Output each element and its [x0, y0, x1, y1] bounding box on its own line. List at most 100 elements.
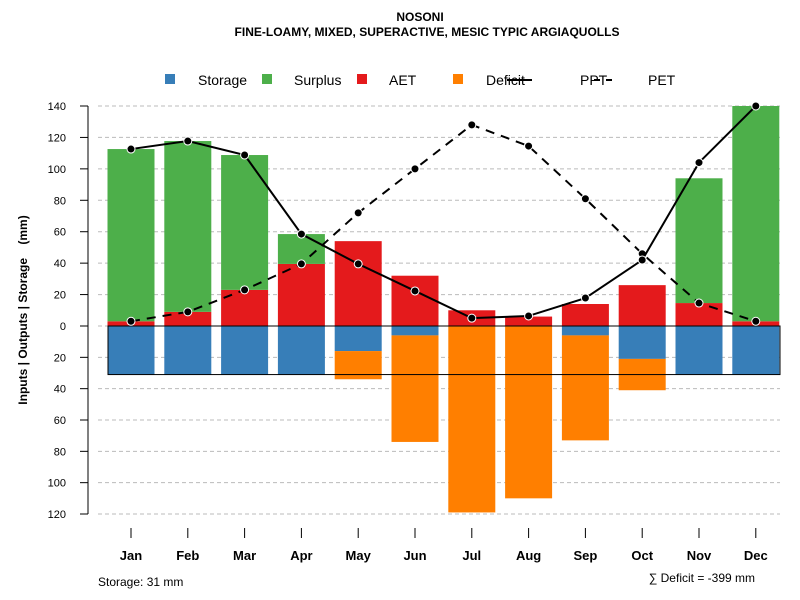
x-tick-label: Apr: [290, 548, 312, 563]
pet-point: [694, 298, 704, 308]
chart-title: NOSONI: [396, 10, 443, 24]
x-tick-label: Mar: [233, 548, 256, 563]
legend-label-ppt: PPT: [580, 72, 608, 88]
storage-bar: [164, 326, 212, 375]
pet-point: [751, 316, 761, 326]
storage-bar: [277, 326, 325, 375]
x-tick-label: Aug: [516, 548, 541, 563]
legend-label-deficit: Deficit: [486, 72, 525, 88]
storage-bar: [618, 326, 666, 359]
aet-bar: [164, 311, 212, 326]
storage-bar: [107, 326, 155, 375]
y-tick-label: 40: [54, 258, 66, 270]
ppt-point: [183, 136, 193, 146]
ppt-point: [296, 229, 306, 239]
y-tick-label: 20: [54, 352, 66, 364]
pet-point: [580, 194, 590, 204]
x-tick-label: Dec: [744, 548, 768, 563]
chart-subtitle: FINE-LOAMY, MIXED, SUPERACTIVE, MESIC TY…: [235, 25, 620, 39]
axes: 0 20 40 60 80 100 120 140 20 40 60 80 100 120 Jan Feb Ma…: [48, 101, 768, 563]
pet-line: [130, 123, 757, 323]
y-tick-label: 120: [48, 132, 66, 144]
aet-bar: [561, 304, 609, 326]
deficit-bar: [505, 326, 553, 499]
surplus-bar: [107, 149, 155, 322]
surplus-bar: [675, 178, 723, 304]
surplus-bar: [732, 106, 780, 322]
y-tick-label: 60: [54, 227, 66, 239]
ppt-point: [694, 158, 704, 168]
deficit-bar: [448, 326, 496, 513]
storage-capacity-box: [107, 325, 781, 376]
legend: Storage Surplus AET Deficit PPT PET: [165, 72, 676, 88]
aet-bar: [505, 316, 553, 326]
x-tick-label: May: [346, 548, 372, 563]
storage-bar: [221, 326, 269, 375]
aet-bar: [675, 303, 723, 326]
surplus-bar: [221, 155, 269, 290]
ppt-line: [130, 105, 757, 320]
pet-point: [524, 141, 534, 151]
pet-point: [183, 307, 193, 317]
surplus-bar: [164, 141, 212, 312]
legend-label-aet: AET: [389, 72, 417, 88]
y-tick-label: 40: [54, 384, 66, 396]
ppt-point: [410, 286, 420, 296]
storage-bar: [334, 326, 382, 352]
x-tick-label: Jul: [462, 548, 481, 563]
ppt-point: [353, 259, 363, 269]
pet-point: [410, 164, 420, 174]
storage-bar: [732, 326, 780, 375]
legend-swatch-aet: [357, 74, 367, 84]
pet-point: [240, 285, 250, 295]
ppt-point: [240, 150, 250, 160]
ppt-point: [751, 101, 761, 111]
ppt-point: [580, 293, 590, 303]
ppt-point: [467, 313, 477, 323]
storage-bar: [675, 326, 723, 375]
y-tick-label: 120: [48, 509, 66, 521]
legend-swatch-storage: [165, 74, 175, 84]
y-axis-label: Inputs | Outputs | Storage (mm): [16, 215, 30, 404]
y-tick-label: 60: [54, 415, 66, 427]
aet-bar: [618, 285, 666, 326]
deficit-bar: [561, 335, 609, 441]
aet-bar: [277, 263, 325, 326]
legend-swatch-surplus: [262, 74, 272, 84]
x-tick-label: Sep: [573, 548, 597, 563]
y-tick-label: 80: [54, 446, 66, 458]
aet-bar: [334, 241, 382, 326]
storage-bar: [391, 326, 439, 336]
pet-point: [467, 120, 477, 130]
deficit-annotation: ∑ Deficit = -399 mm: [649, 571, 755, 585]
y-tick-label: 140: [48, 101, 66, 113]
x-tick-label: Feb: [176, 548, 199, 563]
legend-label-storage: Storage: [198, 72, 247, 88]
storage-bar: [561, 326, 609, 336]
y-tick-label: 0: [60, 321, 66, 333]
y-tick-label: 100: [48, 478, 66, 490]
pet-point: [353, 208, 363, 218]
gridlines: [98, 105, 780, 515]
lines: [126, 101, 761, 326]
legend-swatch-deficit: [453, 74, 463, 84]
ppt-point: [126, 144, 136, 154]
y-tick-label: 20: [54, 290, 66, 302]
x-tick-label: Nov: [687, 548, 712, 563]
legend-label-pet: PET: [648, 72, 676, 88]
x-tick-label: Oct: [631, 548, 653, 563]
ppt-point: [637, 255, 647, 265]
bars: [107, 106, 781, 513]
pet-point: [296, 259, 306, 269]
y-tick-label: 80: [54, 195, 66, 207]
pet-point: [126, 316, 136, 326]
deficit-bar: [391, 335, 439, 442]
y-tick-label: 100: [48, 164, 66, 176]
x-tick-label: Jan: [120, 548, 142, 563]
ppt-point: [524, 311, 534, 321]
storage-annotation: Storage: 31 mm: [98, 575, 183, 589]
surplus-bar: [277, 234, 325, 264]
x-tick-label: Jun: [403, 548, 426, 563]
legend-label-surplus: Surplus: [294, 72, 341, 88]
